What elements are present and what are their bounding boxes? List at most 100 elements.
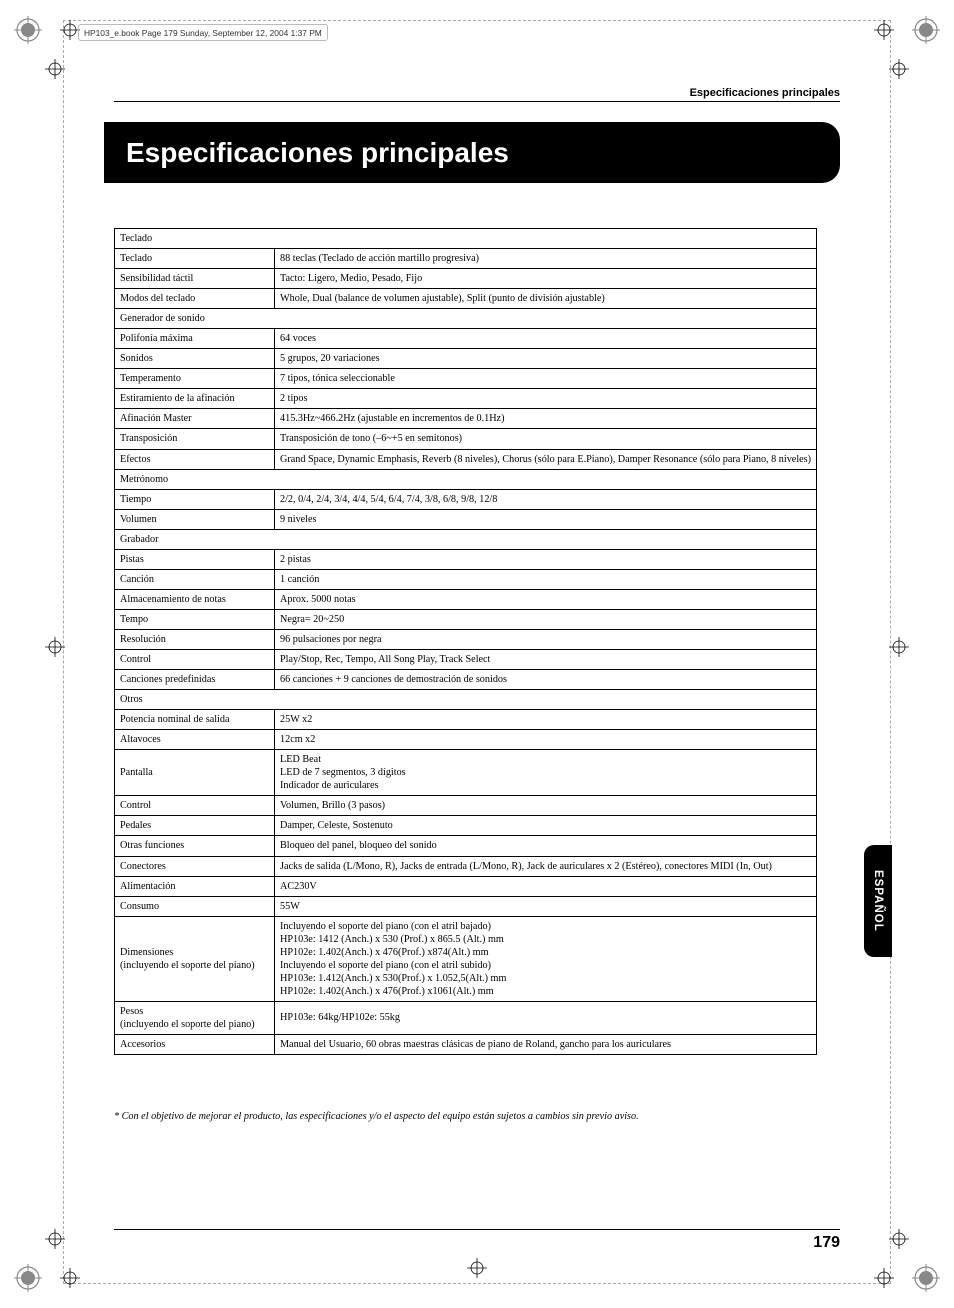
spec-value: Incluyendo el soporte del piano (con el … [275, 916, 817, 1001]
crop-mark-icon [45, 1229, 65, 1249]
table-row: Canción1 canción [115, 569, 817, 589]
spec-value: AC230V [275, 876, 817, 896]
table-row: Generador de sonido [115, 309, 817, 329]
spec-label: Teclado [115, 249, 275, 269]
running-header: Especificaciones principales [690, 87, 840, 99]
spec-label: Polifonía máxima [115, 329, 275, 349]
table-row: Otros [115, 690, 817, 710]
table-row: Polifonía máxima64 voces [115, 329, 817, 349]
page-number: 179 [813, 1234, 840, 1252]
table-row: AccesoriosManual del Usuario, 60 obras m… [115, 1035, 817, 1055]
spec-value: 96 pulsaciones por negra [275, 629, 817, 649]
spec-value: 9 niveles [275, 509, 817, 529]
table-row: Resolución96 pulsaciones por negra [115, 629, 817, 649]
table-row: Tiempo2/2, 0/4, 2/4, 3/4, 4/4, 5/4, 6/4,… [115, 489, 817, 509]
table-row: Consumo55W [115, 896, 817, 916]
spec-label: Pistas [115, 549, 275, 569]
table-row: AlimentaciónAC230V [115, 876, 817, 896]
table-row: PedalesDamper, Celeste, Sostenuto [115, 816, 817, 836]
spec-label: Alimentación [115, 876, 275, 896]
spec-label: Sonidos [115, 349, 275, 369]
spec-label: Altavoces [115, 730, 275, 750]
table-row: TempoNegra= 20~250 [115, 609, 817, 629]
section-header: Teclado [115, 229, 817, 249]
section-header: Generador de sonido [115, 309, 817, 329]
crop-mark-icon [874, 20, 894, 40]
crop-mark-icon [889, 1229, 909, 1249]
table-row: Volumen9 niveles [115, 509, 817, 529]
spec-label: Canción [115, 569, 275, 589]
crop-mark-icon [60, 20, 80, 40]
spec-value: Tacto: Ligero, Medio, Pesado, Fijo [275, 269, 817, 289]
spec-value: 25W x2 [275, 710, 817, 730]
spec-value: Jacks de salida (L/Mono, R), Jacks de en… [275, 856, 817, 876]
table-row: TransposiciónTransposición de tono (–6~+… [115, 429, 817, 449]
spec-value: Bloqueo del panel, bloqueo del sonido [275, 836, 817, 856]
spec-label: Pantalla [115, 750, 275, 796]
spec-label: Control [115, 649, 275, 669]
spec-label: Tiempo [115, 489, 275, 509]
specifications-table: TecladoTeclado88 teclas (Teclado de acci… [114, 228, 817, 1055]
spec-label: Sensibilidad táctil [115, 269, 275, 289]
table-row: Potencia nominal de salida25W x2 [115, 710, 817, 730]
spec-label: Accesorios [115, 1035, 275, 1055]
table-row: Altavoces12cm x2 [115, 730, 817, 750]
table-row: Dimensiones (incluyendo el soporte del p… [115, 916, 817, 1001]
section-header: Grabador [115, 529, 817, 549]
registration-mark-icon [912, 16, 940, 44]
registration-mark-icon [912, 1264, 940, 1292]
spec-label: Dimensiones (incluyendo el soporte del p… [115, 916, 275, 1001]
crop-mark-icon [889, 637, 909, 657]
table-row: Sonidos5 grupos, 20 variaciones [115, 349, 817, 369]
spec-value: 2/2, 0/4, 2/4, 3/4, 4/4, 5/4, 6/4, 7/4, … [275, 489, 817, 509]
spec-label: Resolución [115, 629, 275, 649]
spec-value: 12cm x2 [275, 730, 817, 750]
spec-label: Otras funciones [115, 836, 275, 856]
table-row: ControlVolumen, Brillo (3 pasos) [115, 796, 817, 816]
table-row: Metrónomo [115, 469, 817, 489]
footnote: * Con el objetivo de mejorar el producto… [114, 1111, 840, 1122]
spec-value: 55W [275, 896, 817, 916]
rule [114, 1229, 840, 1230]
registration-mark-icon [14, 1264, 42, 1292]
crop-mark-icon [889, 59, 909, 79]
crop-mark-icon [45, 637, 65, 657]
spec-value: Grand Space, Dynamic Emphasis, Reverb (8… [275, 449, 817, 469]
language-tab-label: ESPAÑOL [872, 870, 884, 932]
table-row: Temperamento7 tipos, tónica seleccionabl… [115, 369, 817, 389]
spec-label: Volumen [115, 509, 275, 529]
spec-label: Pesos (incluyendo el soporte del piano) [115, 1001, 275, 1034]
crop-mark-icon [60, 1268, 80, 1288]
table-row: Estiramiento de la afinación2 tipos [115, 389, 817, 409]
spec-label: Pedales [115, 816, 275, 836]
spec-label: Afinación Master [115, 409, 275, 429]
spec-value: Play/Stop, Rec, Tempo, All Song Play, Tr… [275, 649, 817, 669]
crop-mark-icon [874, 1268, 894, 1288]
spec-value: 2 pistas [275, 549, 817, 569]
spec-value: 5 grupos, 20 variaciones [275, 349, 817, 369]
page-title: Especificaciones principales [104, 122, 840, 183]
registration-mark-icon [14, 16, 42, 44]
table-row: PantallaLED Beat LED de 7 segmentos, 3 d… [115, 750, 817, 796]
spec-value: 88 teclas (Teclado de acción martillo pr… [275, 249, 817, 269]
table-row: Modos del tecladoWhole, Dual (balance de… [115, 289, 817, 309]
crop-mark-icon [467, 1258, 487, 1278]
spec-label: Canciones predefinidas [115, 670, 275, 690]
spec-value: Transposición de tono (–6~+5 en semitono… [275, 429, 817, 449]
section-header: Otros [115, 690, 817, 710]
spec-label: Control [115, 796, 275, 816]
spec-label: Consumo [115, 896, 275, 916]
rule [114, 101, 840, 102]
spec-label: Modos del teclado [115, 289, 275, 309]
spec-value: LED Beat LED de 7 segmentos, 3 dígitos I… [275, 750, 817, 796]
table-row: Grabador [115, 529, 817, 549]
table-row: Teclado [115, 229, 817, 249]
spec-value: 1 canción [275, 569, 817, 589]
spec-label: Potencia nominal de salida [115, 710, 275, 730]
language-tab: ESPAÑOL [864, 845, 892, 957]
table-row: Pistas2 pistas [115, 549, 817, 569]
table-row: ControlPlay/Stop, Rec, Tempo, All Song P… [115, 649, 817, 669]
spec-value: HP103e: 64kg/HP102e: 55kg [275, 1001, 817, 1034]
spec-value: 7 tipos, tónica seleccionable [275, 369, 817, 389]
table-row: Sensibilidad táctilTacto: Ligero, Medio,… [115, 269, 817, 289]
